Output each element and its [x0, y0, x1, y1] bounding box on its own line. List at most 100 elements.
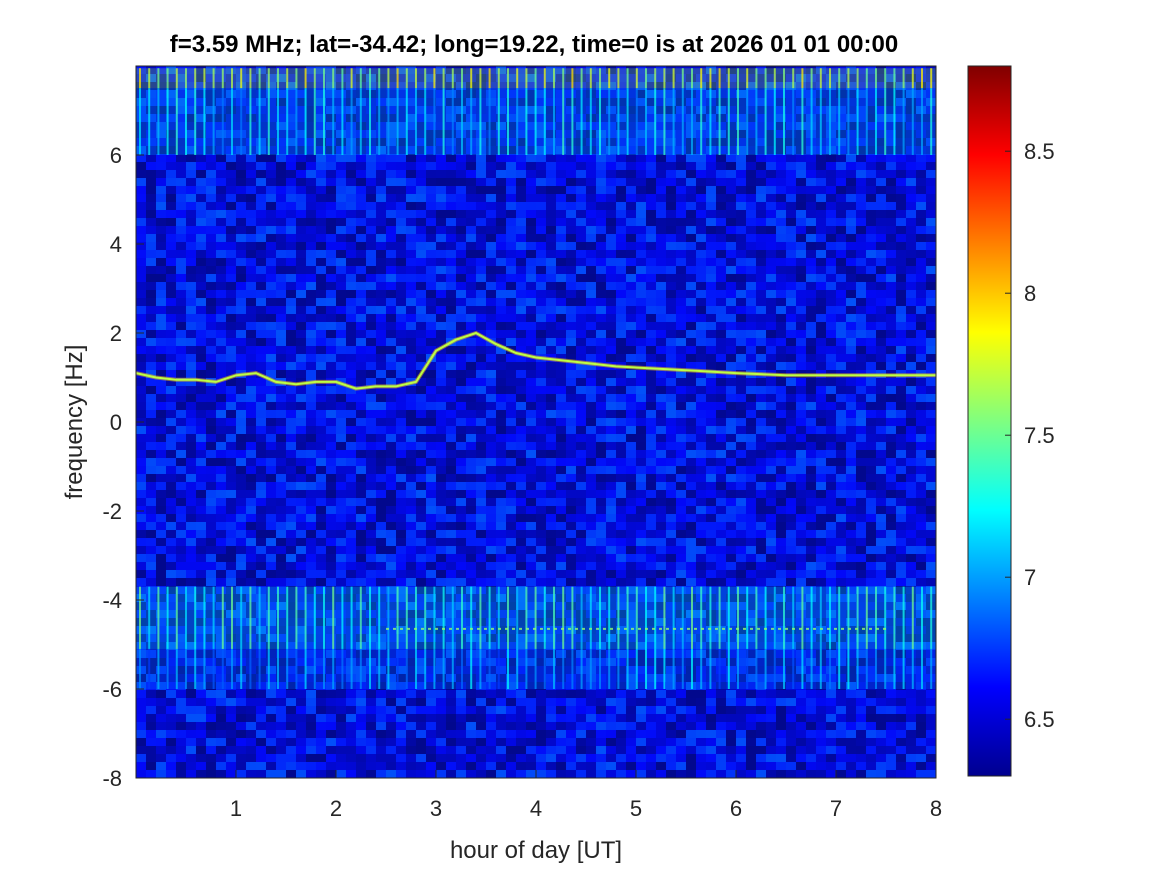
heatmap-cell: [436, 146, 446, 154]
heatmap-cell: [676, 90, 686, 98]
heatmap-cell: [136, 322, 146, 330]
heatmap-cell: [246, 378, 256, 386]
heatmap-cell: [226, 562, 236, 570]
heatmap-cell: [796, 258, 806, 266]
heatmap-cell: [766, 402, 776, 410]
heatmap-cell: [366, 210, 376, 218]
heatmap-cell: [566, 258, 576, 266]
heatmap-cell: [466, 322, 476, 330]
heatmap-cell: [636, 226, 646, 234]
heatmap-cell: [326, 426, 336, 434]
heatmap-cell: [416, 386, 426, 394]
heatmap-cell: [576, 250, 586, 258]
heatmap-cell: [746, 234, 756, 242]
heatmap-cell: [316, 170, 326, 178]
heatmap-cell: [476, 242, 486, 250]
heatmap-cell: [876, 210, 886, 218]
heatmap-cell: [396, 242, 406, 250]
heatmap-cell: [756, 426, 766, 434]
heatmap-cell: [426, 402, 436, 410]
heatmap-cell: [866, 450, 876, 458]
heatmap-cell: [676, 258, 686, 266]
heatmap-cell: [846, 170, 856, 178]
heatmap-cell: [806, 242, 816, 250]
heatmap-cell: [326, 210, 336, 218]
heatmap-cell: [306, 218, 316, 226]
heatmap-cell: [766, 98, 776, 106]
heatmap-cell: [576, 186, 586, 194]
heatmap-cell: [536, 314, 546, 322]
heatmap-cell: [836, 106, 846, 114]
heatmap-cell: [876, 354, 886, 362]
heatmap-cell: [546, 242, 556, 250]
heatmap-cell: [746, 410, 756, 418]
heatmap-cell: [596, 154, 606, 162]
heatmap-cell: [186, 226, 196, 234]
heatmap-cell: [716, 66, 726, 74]
heatmap-cell: [666, 474, 676, 482]
heatmap-cell: [236, 266, 246, 274]
heatmap-cell: [226, 202, 236, 210]
heatmap-cell: [806, 362, 816, 370]
heatmap-cell: [746, 322, 756, 330]
heatmap-cell: [676, 242, 686, 250]
heatmap-cell: [556, 418, 566, 426]
heatmap-cell: [616, 202, 626, 210]
heatmap-cell: [396, 234, 406, 242]
heatmap-cell: [816, 474, 826, 482]
heatmap-cell: [276, 82, 286, 90]
heatmap-cell: [536, 410, 546, 418]
heatmap-cell: [516, 386, 526, 394]
heatmap-cell: [136, 410, 146, 418]
heatmap-cell: [626, 434, 636, 442]
heatmap-cell: [426, 378, 436, 386]
heatmap-cell: [866, 282, 876, 290]
heatmap-cell: [316, 226, 326, 234]
heatmap-cell: [776, 458, 786, 466]
heatmap-cell: [186, 122, 196, 130]
heatmap-cell: [846, 186, 856, 194]
heatmap-cell: [786, 226, 796, 234]
heatmap-cell: [866, 402, 876, 410]
heatmap-cell: [206, 154, 216, 162]
heatmap-cell: [246, 330, 256, 338]
heatmap-cell: [346, 402, 356, 410]
heatmap-cell: [576, 154, 586, 162]
heatmap-cell: [436, 106, 446, 114]
heatmap-cell: [596, 538, 606, 546]
heatmap-cell: [816, 314, 826, 322]
heatmap-cell: [226, 442, 236, 450]
heatmap-cell: [376, 530, 386, 538]
heatmap-cell: [716, 362, 726, 370]
heatmap-cell: [416, 538, 426, 546]
heatmap-cell: [456, 234, 466, 242]
heatmap-cell: [346, 298, 356, 306]
heatmap-cell: [306, 82, 316, 90]
heatmap-cell: [736, 202, 746, 210]
heatmap-cell: [426, 498, 436, 506]
heatmap-cell: [326, 242, 336, 250]
heatmap-cell: [456, 362, 466, 370]
heatmap-cell: [886, 482, 896, 490]
heatmap-cell: [186, 434, 196, 442]
heatmap-cell: [206, 202, 216, 210]
heatmap-cell: [556, 106, 566, 114]
heatmap-cell: [156, 426, 166, 434]
heatmap-cell: [216, 330, 226, 338]
heatmap-cell: [346, 170, 356, 178]
heatmap-cell: [716, 234, 726, 242]
heatmap-cell: [306, 210, 316, 218]
heatmap-cell: [906, 458, 916, 466]
heatmap-cell: [506, 466, 516, 474]
heatmap-cell: [446, 434, 456, 442]
heatmap-cell: [776, 394, 786, 402]
heatmap-cell: [476, 386, 486, 394]
heatmap-cell: [826, 218, 836, 226]
heatmap-cell: [646, 258, 656, 266]
heatmap-cell: [646, 170, 656, 178]
heatmap-cell: [326, 186, 336, 194]
heatmap-cell: [136, 226, 146, 234]
heatmap-cell: [446, 466, 456, 474]
heatmap-cell: [816, 362, 826, 370]
heatmap-cell: [906, 170, 916, 178]
